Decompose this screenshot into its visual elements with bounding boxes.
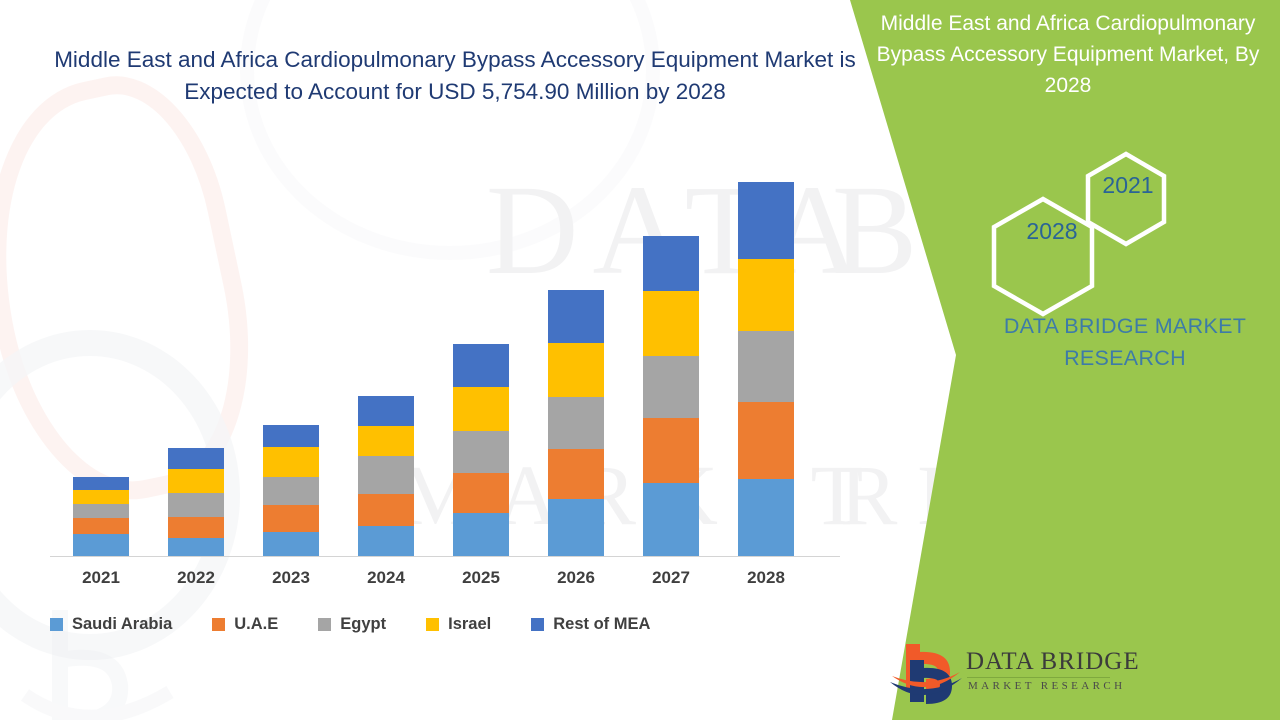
bar-segment-2024-rest-of-mea — [358, 396, 414, 426]
data-bridge-logo: DATA BRIDGE MARKET RESEARCH — [888, 638, 1139, 710]
hexagon-2028-label: 2028 — [1026, 218, 1078, 244]
logo-text-main: DATA BRIDGE — [966, 648, 1140, 675]
bar-segment-2024-saudi-arabia — [358, 526, 414, 556]
x-axis-label-2021: 2021 — [82, 568, 120, 587]
x-axis-labels: 2021 2022 2023 2024 2025 2026 2027 2028 — [50, 568, 840, 598]
chart-plot-area — [50, 160, 840, 560]
x-axis-label-2026: 2026 — [557, 568, 595, 587]
bar-segment-2023-rest-of-mea — [263, 425, 319, 447]
bar-segment-2027-rest-of-mea — [643, 236, 699, 291]
bar-segment-2028-egypt — [738, 331, 794, 402]
legend-label: U.A.E — [234, 615, 279, 633]
logo-divider — [967, 677, 1110, 678]
branding-panel — [830, 0, 1280, 720]
bar-segment-2024-u-a-e — [358, 494, 414, 526]
bar-segment-2026-egypt — [548, 397, 604, 449]
bar-segment-2021-israel — [73, 490, 129, 504]
green-panel-background — [850, 0, 1280, 720]
bar-segment-2024-egypt — [358, 456, 414, 494]
bar-segment-2025-u-a-e — [453, 473, 509, 513]
bar-segment-2028-saudi-arabia — [738, 479, 794, 556]
legend-label: Egypt — [340, 615, 387, 633]
legend-swatch-icon — [531, 618, 545, 631]
bar-segment-2023-egypt — [263, 477, 319, 505]
legend-swatch-icon — [212, 618, 226, 631]
bar-segment-2026-rest-of-mea — [548, 290, 604, 343]
bar-segment-2023-saudi-arabia — [263, 532, 319, 556]
branding-panel-title: Middle East and Africa Cardiopulmonary B… — [876, 12, 1260, 97]
bar-segment-2021-rest-of-mea — [73, 477, 129, 490]
stacked-bar-plot — [50, 160, 840, 557]
bar-segment-2026-israel — [548, 343, 604, 397]
x-axis-label-2028: 2028 — [747, 568, 785, 587]
logo-text-sub: MARKET RESEARCH — [968, 680, 1126, 692]
bar-group-2023 — [263, 425, 319, 556]
x-axis-line — [50, 556, 840, 557]
bar-segment-2024-israel — [358, 426, 414, 456]
hexagon-2021-label: 2021 — [1102, 172, 1154, 198]
bar-segment-2025-egypt — [453, 431, 509, 473]
bar-segment-2022-saudi-arabia — [168, 538, 224, 556]
bar-segment-2022-israel — [168, 469, 224, 493]
legend-item-saudi-arabia[interactable]: Saudi Arabia — [50, 615, 172, 634]
bar-segment-2022-u-a-e — [168, 517, 224, 538]
bar-segment-2028-u-a-e — [738, 402, 794, 479]
legend-label: Rest of MEA — [553, 615, 651, 633]
bar-segment-2021-saudi-arabia — [73, 534, 129, 556]
bar-group-2025 — [453, 344, 509, 556]
bar-segment-2025-israel — [453, 387, 509, 431]
hexagon-2021 — [1085, 151, 1167, 247]
chart-title: Middle East and Africa Cardiopulmonary B… — [54, 47, 856, 104]
legend-item-rest-of-mea[interactable]: Rest of MEA — [531, 615, 650, 634]
bar-segment-2023-u-a-e — [263, 505, 319, 532]
bar-segment-2023-israel — [263, 447, 319, 477]
data-bridge-logo-mark — [890, 644, 962, 704]
x-axis-label-2027: 2027 — [652, 568, 690, 587]
bar-segment-2022-rest-of-mea — [168, 448, 224, 469]
hexagon-2028 — [991, 196, 1095, 317]
chart-legend: Saudi Arabia U.A.E Egypt Israel Rest of MEA — [50, 615, 840, 634]
legend-item-israel[interactable]: Israel — [426, 615, 491, 634]
x-axis-label-2022: 2022 — [177, 568, 215, 587]
bar-segment-2027-israel — [643, 291, 699, 356]
bar-segment-2025-saudi-arabia — [453, 513, 509, 556]
bar-segment-2021-u-a-e — [73, 518, 129, 534]
brand-name-text: DATA BRIDGE MARKET RESEARCH — [1003, 314, 1247, 370]
bar-segment-2026-u-a-e — [548, 449, 604, 499]
bar-segment-2022-egypt — [168, 493, 224, 517]
bar-group-2026 — [548, 290, 604, 556]
bar-group-2028 — [738, 182, 794, 556]
legend-item-u-a-e[interactable]: U.A.E — [212, 615, 278, 634]
chart-panel: Middle East and Africa Cardiopulmonary B… — [50, 47, 856, 634]
legend-swatch-icon — [50, 618, 63, 631]
bar-segment-2027-u-a-e — [643, 418, 699, 483]
legend-label: Saudi Arabia — [72, 615, 173, 633]
bar-segment-2026-saudi-arabia — [548, 499, 604, 556]
bar-group-2027 — [643, 236, 699, 556]
bar-segment-2028-rest-of-mea — [738, 182, 794, 259]
bar-group-2022 — [168, 448, 224, 556]
legend-item-egypt[interactable]: Egypt — [318, 615, 386, 634]
bar-segment-2027-saudi-arabia — [643, 483, 699, 556]
bar-segment-2027-egypt — [643, 356, 699, 418]
x-axis-label-2024: 2024 — [367, 568, 405, 587]
x-axis-label-2023: 2023 — [272, 568, 310, 587]
bar-group-2024 — [358, 396, 414, 556]
bar-segment-2028-israel — [738, 259, 794, 331]
bar-segment-2025-rest-of-mea — [453, 344, 509, 387]
legend-swatch-icon — [426, 618, 440, 631]
legend-swatch-icon — [318, 618, 332, 631]
bar-group-2021 — [73, 477, 129, 556]
x-axis-label-2025: 2025 — [462, 568, 500, 587]
bar-segment-2021-egypt — [73, 504, 129, 518]
legend-label: Israel — [448, 615, 492, 633]
